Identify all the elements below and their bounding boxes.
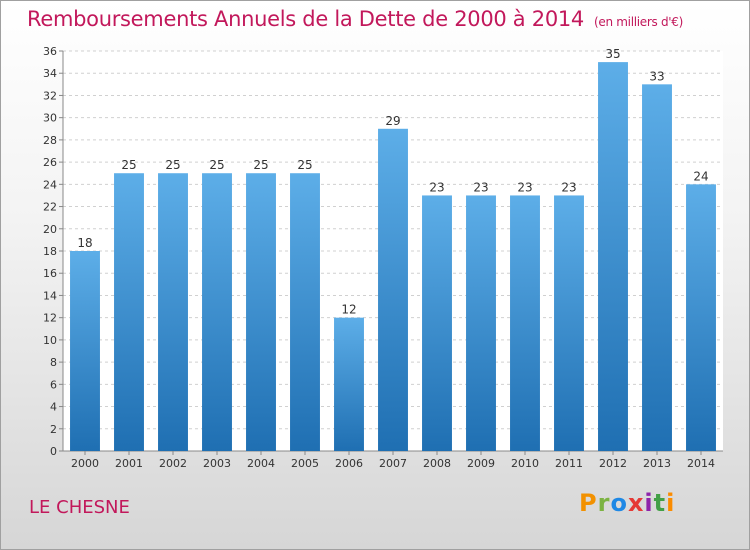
logo-letter: i — [666, 489, 676, 517]
x-tick-label: 2010 — [511, 457, 539, 470]
bar — [378, 128, 408, 451]
y-tick-label: 2 — [50, 423, 57, 436]
bar — [70, 251, 100, 451]
bar-value-label: 25 — [297, 158, 312, 172]
bar-value-label: 23 — [561, 180, 576, 194]
x-tick-label: 2009 — [467, 457, 495, 470]
x-tick-label: 2002 — [159, 457, 187, 470]
y-tick-label: 32 — [43, 89, 57, 102]
bar — [422, 195, 452, 451]
bar — [554, 195, 584, 451]
y-tick-label: 34 — [43, 67, 57, 80]
bar — [158, 173, 188, 451]
logo-letter: x — [627, 489, 645, 517]
y-tick-label: 0 — [50, 445, 57, 458]
bar — [642, 84, 672, 451]
bar-value-label: 23 — [517, 180, 532, 194]
bar-value-label: 23 — [473, 180, 488, 194]
y-tick-label: 20 — [43, 223, 57, 236]
bar-value-label: 29 — [385, 114, 400, 128]
x-tick-label: 2000 — [71, 457, 99, 470]
logo-letter: t — [653, 489, 667, 517]
bar — [510, 195, 540, 451]
bar — [290, 173, 320, 451]
bar — [598, 62, 628, 451]
y-tick-label: 30 — [43, 112, 57, 125]
y-tick-label: 14 — [43, 289, 57, 302]
x-tick-label: 2007 — [379, 457, 407, 470]
x-tick-label: 2006 — [335, 457, 363, 470]
y-tick-label: 10 — [43, 334, 57, 347]
chart-title: Remboursements Annuels de la Dette de 20… — [27, 7, 683, 31]
bar-value-label: 33 — [649, 69, 664, 83]
logo-letter: r — [597, 489, 611, 517]
bar-value-label: 25 — [209, 158, 224, 172]
y-tick-label: 22 — [43, 201, 57, 214]
x-tick-label: 2013 — [643, 457, 671, 470]
x-tick-label: 2005 — [291, 457, 319, 470]
x-tick-label: 2014 — [687, 457, 715, 470]
x-tick-label: 2001 — [115, 457, 143, 470]
y-tick-label: 16 — [43, 267, 57, 280]
y-tick-label: 6 — [50, 378, 57, 391]
bar — [202, 173, 232, 451]
title-text: Remboursements Annuels de la Dette de 20… — [27, 7, 584, 31]
y-tick-label: 4 — [50, 401, 57, 414]
bar — [114, 173, 144, 451]
x-tick-label: 2012 — [599, 457, 627, 470]
y-tick-label: 12 — [43, 312, 57, 325]
bar — [466, 195, 496, 451]
bar-value-label: 18 — [77, 236, 92, 250]
bar-value-label: 35 — [605, 47, 620, 61]
bar-value-label: 23 — [429, 180, 444, 194]
bar-value-label: 24 — [693, 169, 708, 183]
y-tick-label: 24 — [43, 178, 57, 191]
logo-letter: i — [644, 489, 654, 517]
y-tick-label: 8 — [50, 356, 57, 369]
place-name: LE CHESNE — [29, 497, 130, 518]
title-unit: (en milliers d'€) — [594, 15, 684, 29]
bar-value-label: 25 — [165, 158, 180, 172]
y-tick-label: 18 — [43, 245, 57, 258]
bar — [686, 184, 716, 452]
y-tick-label: 26 — [43, 156, 57, 169]
logo-letter: P — [579, 489, 598, 517]
bar-value-label: 12 — [341, 303, 356, 317]
x-tick-label: 2004 — [247, 457, 275, 470]
bar — [246, 173, 276, 451]
x-tick-label: 2008 — [423, 457, 451, 470]
bar — [334, 317, 364, 451]
logo-letter: o — [610, 489, 628, 517]
x-tick-label: 2003 — [203, 457, 231, 470]
bar-value-label: 25 — [253, 158, 268, 172]
proxiti-logo: Proxiti — [579, 489, 675, 517]
y-tick-label: 28 — [43, 134, 57, 147]
y-tick-label: 36 — [43, 45, 57, 58]
x-tick-label: 2011 — [555, 457, 583, 470]
bar-value-label: 25 — [121, 158, 136, 172]
